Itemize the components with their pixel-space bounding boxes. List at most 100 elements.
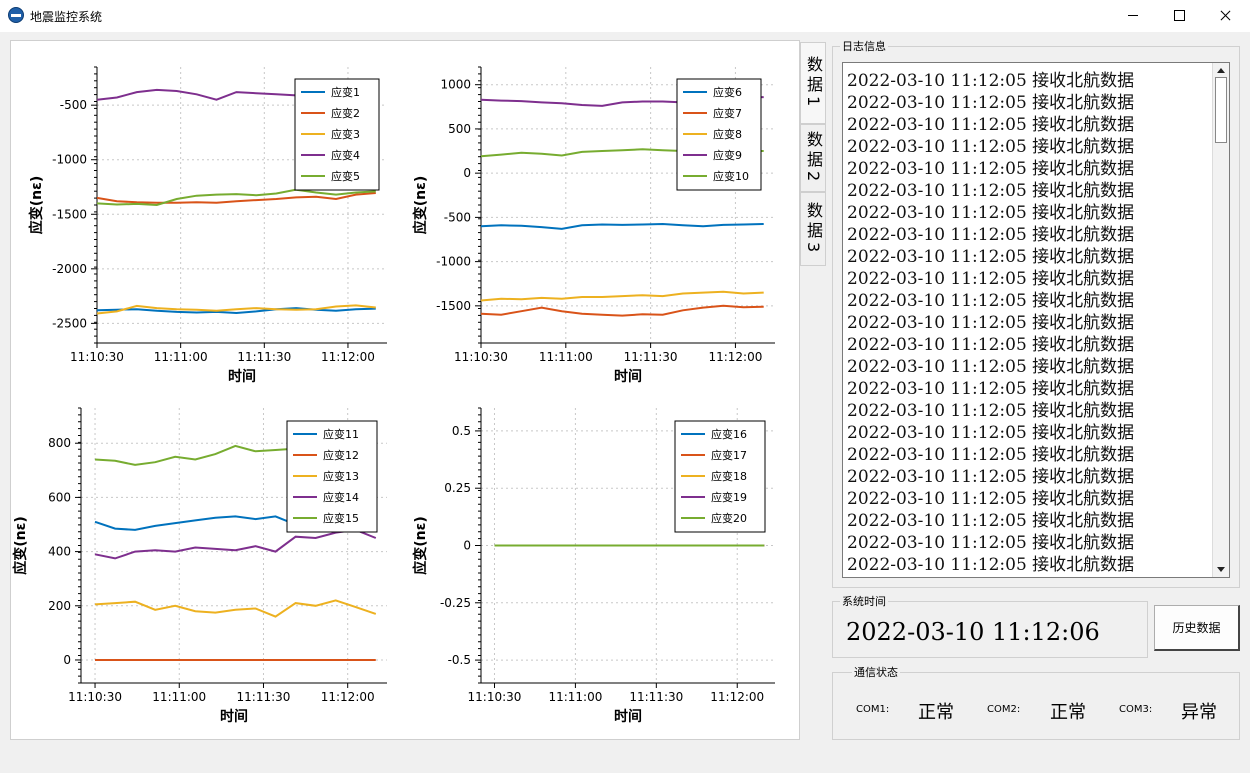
system-time-title: 系统时间 (840, 593, 888, 609)
legend-label: 应变15 (323, 511, 359, 525)
series-line (94, 599, 377, 618)
y-tick-label: 0.25 (444, 481, 471, 495)
tab-data1[interactable]: 数据1 (800, 42, 826, 124)
legend-label: 应变14 (323, 490, 359, 504)
log-scrollbar[interactable] (1212, 63, 1229, 577)
legend-label: 应变3 (331, 127, 360, 141)
y-tick-label: 0 (463, 166, 471, 180)
scroll-down-icon[interactable] (1217, 567, 1225, 572)
com3-status: 异常 (1181, 702, 1217, 723)
system-time-groupbox (832, 601, 1148, 658)
legend-label: 应变11 (323, 427, 359, 441)
log-line: 2022-03-10 11:12:05 接收北航数据 (847, 335, 1135, 355)
x-tick-label: 11:11:00 (152, 690, 206, 704)
history-data-button[interactable]: 历史数据 (1154, 605, 1240, 651)
x-axis-title: 时间 (614, 708, 642, 725)
x-tick-label: 11:10:30 (70, 350, 124, 364)
x-axis-title: 时间 (220, 708, 248, 725)
log-line: 2022-03-10 11:12:05 接收北航数据 (847, 533, 1135, 553)
log-line: 2022-03-10 11:12:05 接收北航数据 (847, 203, 1135, 223)
scroll-up-icon[interactable] (1217, 68, 1225, 73)
com2-label: COM2: (987, 704, 1021, 715)
com2-status: 正常 (1050, 702, 1086, 723)
log-line: 2022-03-10 11:12:05 接收北航数据 (847, 159, 1135, 179)
series-line (480, 222, 764, 230)
comm-status-groupbox (832, 672, 1240, 740)
x-tick-label: 11:11:00 (154, 350, 208, 364)
x-tick-label: 11:11:30 (629, 690, 683, 704)
log-line: 2022-03-10 11:12:05 接收北航数据 (847, 247, 1135, 267)
series-line (94, 528, 377, 560)
legend-label: 应变17 (711, 448, 747, 462)
x-axis-title: 时间 (614, 368, 642, 385)
com3-label: COM3: (1119, 704, 1153, 715)
y-tick-label: 400 (48, 545, 71, 559)
legend-label: 应变12 (323, 448, 359, 462)
legend-label: 应变5 (331, 169, 360, 183)
system-time-value: 2022-03-10 11:12:06 (846, 618, 1100, 646)
log-line: 2022-03-10 11:12:05 接收北航数据 (847, 115, 1135, 135)
scroll-thumb[interactable] (1215, 77, 1227, 143)
title-bar: 地震监控系统 (0, 0, 1250, 32)
log-line: 2022-03-10 11:12:05 接收北航数据 (847, 357, 1135, 377)
log-line: 2022-03-10 11:12:05 接收北航数据 (847, 401, 1135, 421)
log-line: 2022-03-10 11:12:05 接收北航数据 (847, 269, 1135, 289)
log-line: 2022-03-10 11:12:05 接收北航数据 (847, 379, 1135, 399)
log-line: 2022-03-10 11:12:05 接收北航数据 (847, 71, 1135, 91)
series-line (480, 304, 764, 317)
x-tick-label: 11:12:00 (321, 690, 375, 704)
y-tick-label: 0.5 (452, 424, 471, 438)
charts-canvas: 11:10:30 11:11:00 11:11:30 11:12:00 -500 -100… (12, 66, 775, 725)
y-tick-label: -1000 (52, 153, 87, 167)
y-tick-label: -1500 (52, 207, 87, 221)
y-tick-label: -2500 (52, 316, 87, 330)
x-axis-title: 时间 (228, 368, 256, 385)
legend-label: 应变1 (331, 85, 360, 99)
x-tick-label: 11:10:30 (68, 690, 122, 704)
x-tick-label: 11:11:00 (539, 350, 593, 364)
x-tick-label: 11:11:30 (237, 350, 291, 364)
log-line: 2022-03-10 11:12:05 接收北航数据 (847, 489, 1135, 509)
y-tick-label: 500 (448, 122, 471, 136)
minimize-button[interactable] (1110, 0, 1156, 32)
log-line: 2022-03-10 11:12:05 接收北航数据 (847, 511, 1135, 531)
y-tick-label: -2000 (52, 262, 87, 276)
y-tick-label: 800 (48, 436, 71, 450)
tab-data3[interactable]: 数据3 (800, 192, 826, 266)
legend-label: 应变13 (323, 469, 359, 483)
log-list[interactable]: 2022-03-10 11:12:05 接收北航数据 2022-03-10 11:… (842, 62, 1230, 578)
series-line (96, 192, 376, 204)
series-line (96, 188, 376, 207)
log-line: 2022-03-10 11:12:05 接收北航数据 (847, 555, 1135, 575)
maximize-button[interactable] (1156, 0, 1202, 32)
x-tick-label: 11:11:00 (548, 690, 602, 704)
series-line (96, 307, 376, 315)
legend-label: 应变6 (713, 85, 742, 99)
tab-data2[interactable]: 数据2 (800, 124, 826, 192)
x-tick-label: 11:10:30 (468, 690, 522, 704)
com1-label: COM1: (856, 704, 890, 715)
x-tick-label: 11:12:00 (321, 350, 375, 364)
legend-label: 应变2 (331, 106, 360, 120)
close-button[interactable] (1202, 0, 1248, 32)
window-title: 地震监控系统 (30, 10, 103, 24)
y-tick-label: 600 (48, 490, 71, 504)
y-axis-title: 应变(nε) (412, 176, 429, 235)
y-tick-label: -0.25 (440, 596, 471, 610)
legend-label: 应变19 (711, 490, 747, 504)
y-tick-label: 200 (48, 599, 71, 613)
x-tick-label: 11:10:30 (454, 350, 508, 364)
legend-label: 应变18 (711, 469, 747, 483)
log-line: 2022-03-10 11:12:05 接收北航数据 (847, 291, 1135, 311)
legend-label: 应变10 (713, 169, 749, 183)
x-tick-label: 11:11:30 (624, 350, 678, 364)
x-tick-label: 11:11:30 (237, 690, 291, 704)
y-tick-label: -500 (60, 98, 87, 112)
legend-label: 应变4 (331, 148, 360, 162)
app-logo-icon (8, 7, 24, 23)
log-groupbox (832, 46, 1240, 588)
series-line (480, 290, 764, 302)
series-line (96, 304, 376, 315)
y-tick-label: -0.5 (448, 653, 471, 667)
log-line: 2022-03-10 11:12:05 接收北航数据 (847, 137, 1135, 157)
